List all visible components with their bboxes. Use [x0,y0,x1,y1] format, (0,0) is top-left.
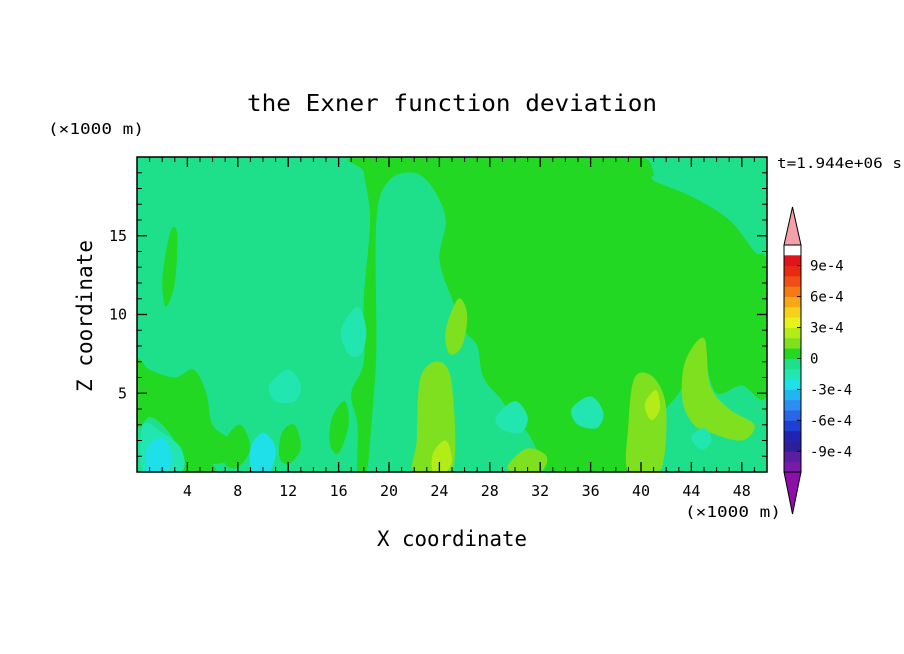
colorbar-band [784,358,801,370]
colorbar-band [784,389,801,401]
x-tick-label: 24 [430,482,448,500]
x-tick-label: 44 [682,482,700,500]
contour-region-15 [144,437,173,472]
colorbar-band [784,430,801,442]
colorbar-band [784,327,801,339]
contour-region-19 [495,401,528,434]
colorbar-band [784,255,801,267]
contour-region-8 [445,298,468,355]
colorbar-band [784,461,801,473]
x-tick-label: 8 [233,482,242,500]
y-axis-title: Z coordinate [73,240,97,392]
colorbar-band [784,275,801,287]
x-tick-label: 20 [380,482,398,500]
colorbar-tick-label: 3e-4 [810,321,844,337]
x-tick-label: 12 [279,482,297,500]
x-axis: 4 8 12 16 20 24 28 32 36 40 44 48 [149,157,755,500]
x-tick-label: 4 [183,482,192,500]
colorbar-under-triangle [783,471,802,515]
x-tick-label: 32 [531,482,549,500]
colorbar-tick-label: -9e-4 [810,444,852,460]
contour-region-9 [625,372,667,472]
y-tick-label: 10 [109,306,127,324]
colorbar-band [784,441,801,452]
y-axis: 5 10 15 [109,172,767,457]
colorbar-band [784,379,801,390]
contour-region-3 [162,226,178,307]
contour-region-16 [249,432,276,472]
colorbar-band [784,410,801,421]
colorbar-over-triangle [783,206,802,246]
colorbar: 9e-4 6e-4 3e-4 0 -3e-4 -6e-4 -9e-4 [783,206,852,515]
colorbar-band [784,348,801,359]
contour-region-13 [644,390,661,421]
contour-region-11 [507,448,548,472]
colorbar-band [784,286,801,297]
y-unit-label: (×1000 m) [48,120,144,138]
colorbar-band [784,265,801,277]
contour-region-5 [278,424,301,465]
contour-region-6 [329,400,349,454]
contour-region-1 [137,358,239,465]
colorbar-band [784,337,801,349]
colorbar-band [784,368,801,380]
contour-region-12 [431,440,452,472]
x-tick-label: 48 [733,482,751,500]
colorbar-band [784,451,801,463]
colorbar-band [784,296,801,308]
contour-field [137,157,767,472]
time-label: t=1.944e+06 s [777,156,902,172]
contour-region-18 [340,306,367,357]
colorbar-band [784,317,801,328]
contour-region-17 [268,369,302,404]
x-tick-label: 28 [481,482,499,500]
y-tick-label: 5 [118,384,127,402]
contour-region-10 [681,337,755,441]
colorbar-band [784,306,801,318]
colorbar-tick-label: 9e-4 [810,259,844,275]
colorbar-band [784,420,801,432]
x-tick-label: 40 [632,482,650,500]
contour-region-21 [691,427,712,450]
x-tick-label: 36 [582,482,600,500]
chart-title: the Exner function deviation [247,91,657,117]
contour-region-4 [223,424,251,469]
colorbar-tick-label: -3e-4 [810,382,852,398]
colorbar-band [784,399,801,411]
colorbar-tick-label: 0 [810,352,818,368]
colorbar-tick-label: -6e-4 [810,413,852,429]
x-unit-label: (×1000 m) [685,503,781,521]
colorbar-tick-label: 6e-4 [810,290,844,306]
contour-region-20 [571,396,604,429]
x-axis-title: X coordinate [377,527,527,551]
y-tick-label: 15 [109,227,127,245]
x-tick-label: 16 [330,482,348,500]
